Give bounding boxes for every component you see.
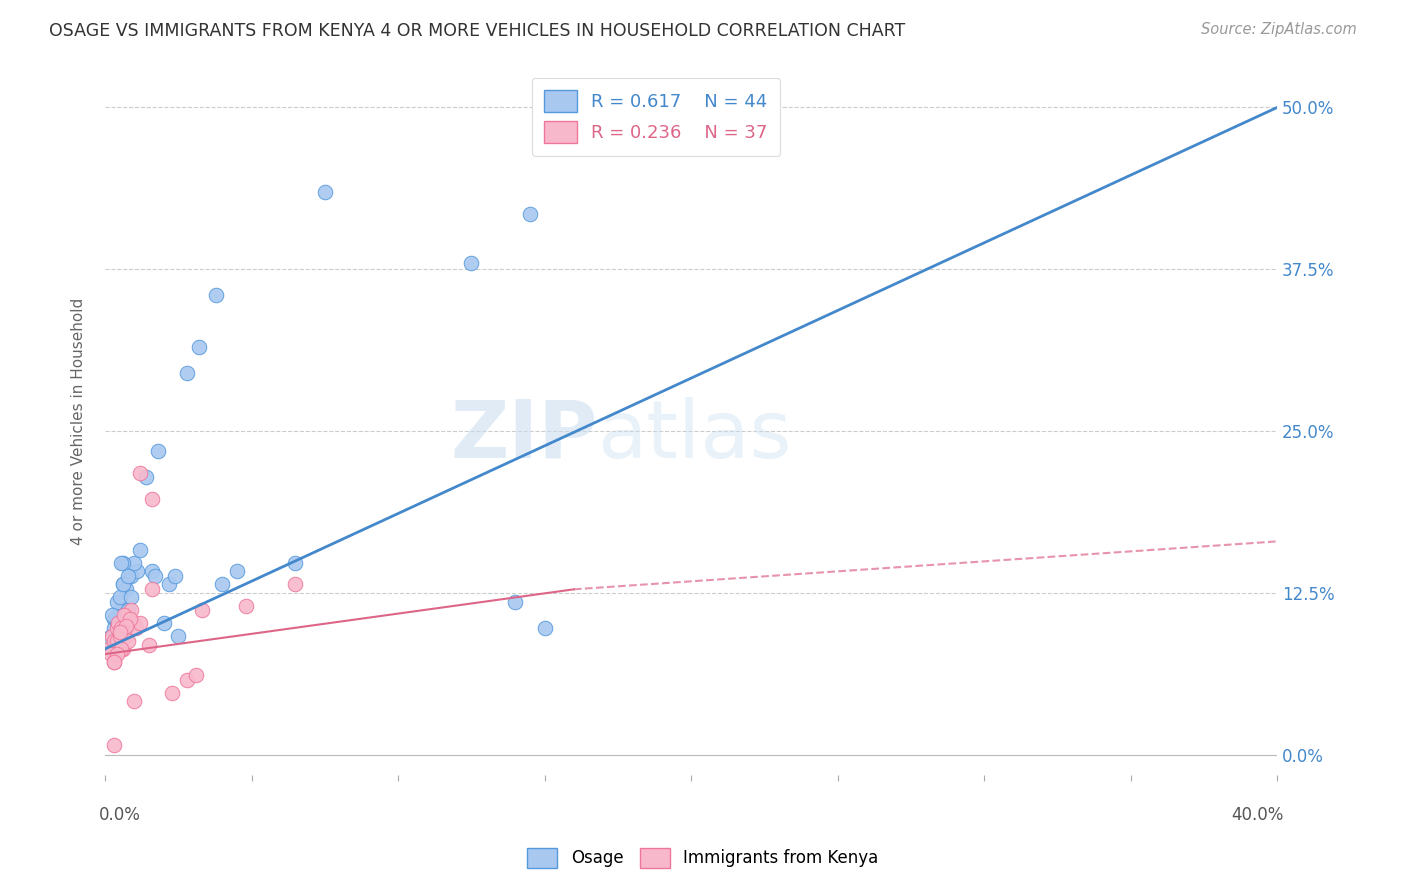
Point — [135, 469, 157, 483]
Point — [117, 603, 139, 617]
Point — [105, 641, 128, 656]
Point — [190, 603, 212, 617]
Text: atlas: atlas — [598, 397, 792, 475]
Point — [146, 443, 169, 458]
Point — [120, 569, 142, 583]
Point — [118, 612, 141, 626]
Point — [284, 577, 307, 591]
Point — [141, 564, 163, 578]
Point — [108, 629, 131, 643]
Point — [117, 608, 139, 623]
Point — [103, 647, 125, 661]
Point — [127, 564, 149, 578]
Point — [187, 340, 209, 354]
Point — [110, 621, 132, 635]
Legend: Osage, Immigrants from Kenya: Osage, Immigrants from Kenya — [520, 841, 886, 875]
Point — [117, 569, 139, 583]
Point — [533, 621, 555, 635]
Point — [460, 256, 482, 270]
Point — [108, 615, 131, 630]
Text: 40.0%: 40.0% — [1230, 806, 1284, 824]
Point — [98, 641, 121, 656]
Point — [108, 634, 131, 648]
Point — [114, 582, 136, 597]
Point — [129, 466, 152, 480]
Text: 0.0%: 0.0% — [100, 806, 141, 824]
Point — [111, 577, 134, 591]
Point — [152, 615, 174, 630]
Point — [138, 638, 160, 652]
Point — [101, 608, 124, 623]
Point — [124, 615, 146, 630]
Point — [143, 569, 166, 583]
Point — [176, 366, 198, 380]
Point — [120, 590, 142, 604]
Point — [108, 603, 131, 617]
Text: ZIP: ZIP — [450, 397, 598, 475]
Point — [235, 599, 257, 614]
Point — [114, 629, 136, 643]
Point — [105, 595, 128, 609]
Point — [141, 582, 163, 597]
Point — [108, 590, 131, 604]
Point — [124, 557, 146, 571]
Point — [184, 668, 207, 682]
Point — [105, 615, 128, 630]
Point — [105, 634, 128, 648]
Point — [165, 569, 187, 583]
Point — [103, 738, 125, 752]
Point — [105, 621, 128, 635]
Point — [167, 629, 190, 643]
Point — [103, 655, 125, 669]
Point — [117, 634, 139, 648]
Point — [112, 608, 135, 623]
Point — [103, 655, 125, 669]
Point — [100, 647, 122, 661]
Point — [103, 621, 125, 635]
Y-axis label: 4 or more Vehicles in Household: 4 or more Vehicles in Household — [72, 298, 86, 545]
Point — [225, 564, 247, 578]
Point — [125, 621, 148, 635]
Point — [129, 615, 152, 630]
Point — [159, 577, 181, 591]
Point — [120, 603, 142, 617]
Point — [176, 673, 198, 687]
Point — [284, 557, 307, 571]
Point — [107, 615, 129, 630]
Point — [162, 686, 184, 700]
Point — [129, 543, 152, 558]
Point — [314, 185, 336, 199]
Point — [205, 288, 228, 302]
Point — [111, 557, 134, 571]
Point — [108, 625, 131, 640]
Point — [111, 641, 134, 656]
Text: OSAGE VS IMMIGRANTS FROM KENYA 4 OR MORE VEHICLES IN HOUSEHOLD CORRELATION CHART: OSAGE VS IMMIGRANTS FROM KENYA 4 OR MORE… — [49, 22, 905, 40]
Point — [110, 641, 132, 656]
Point — [110, 557, 132, 571]
Point — [103, 634, 125, 648]
Point — [111, 577, 134, 591]
Point — [98, 634, 121, 648]
Point — [103, 612, 125, 626]
Text: Source: ZipAtlas.com: Source: ZipAtlas.com — [1201, 22, 1357, 37]
Point — [141, 491, 163, 506]
Point — [211, 577, 233, 591]
Point — [124, 694, 146, 708]
Point — [503, 595, 526, 609]
Point — [114, 618, 136, 632]
Point — [105, 647, 128, 661]
Legend: R = 0.617    N = 44, R = 0.236    N = 37: R = 0.617 N = 44, R = 0.236 N = 37 — [531, 78, 780, 156]
Point — [100, 629, 122, 643]
Point — [519, 206, 541, 220]
Point — [101, 629, 124, 643]
